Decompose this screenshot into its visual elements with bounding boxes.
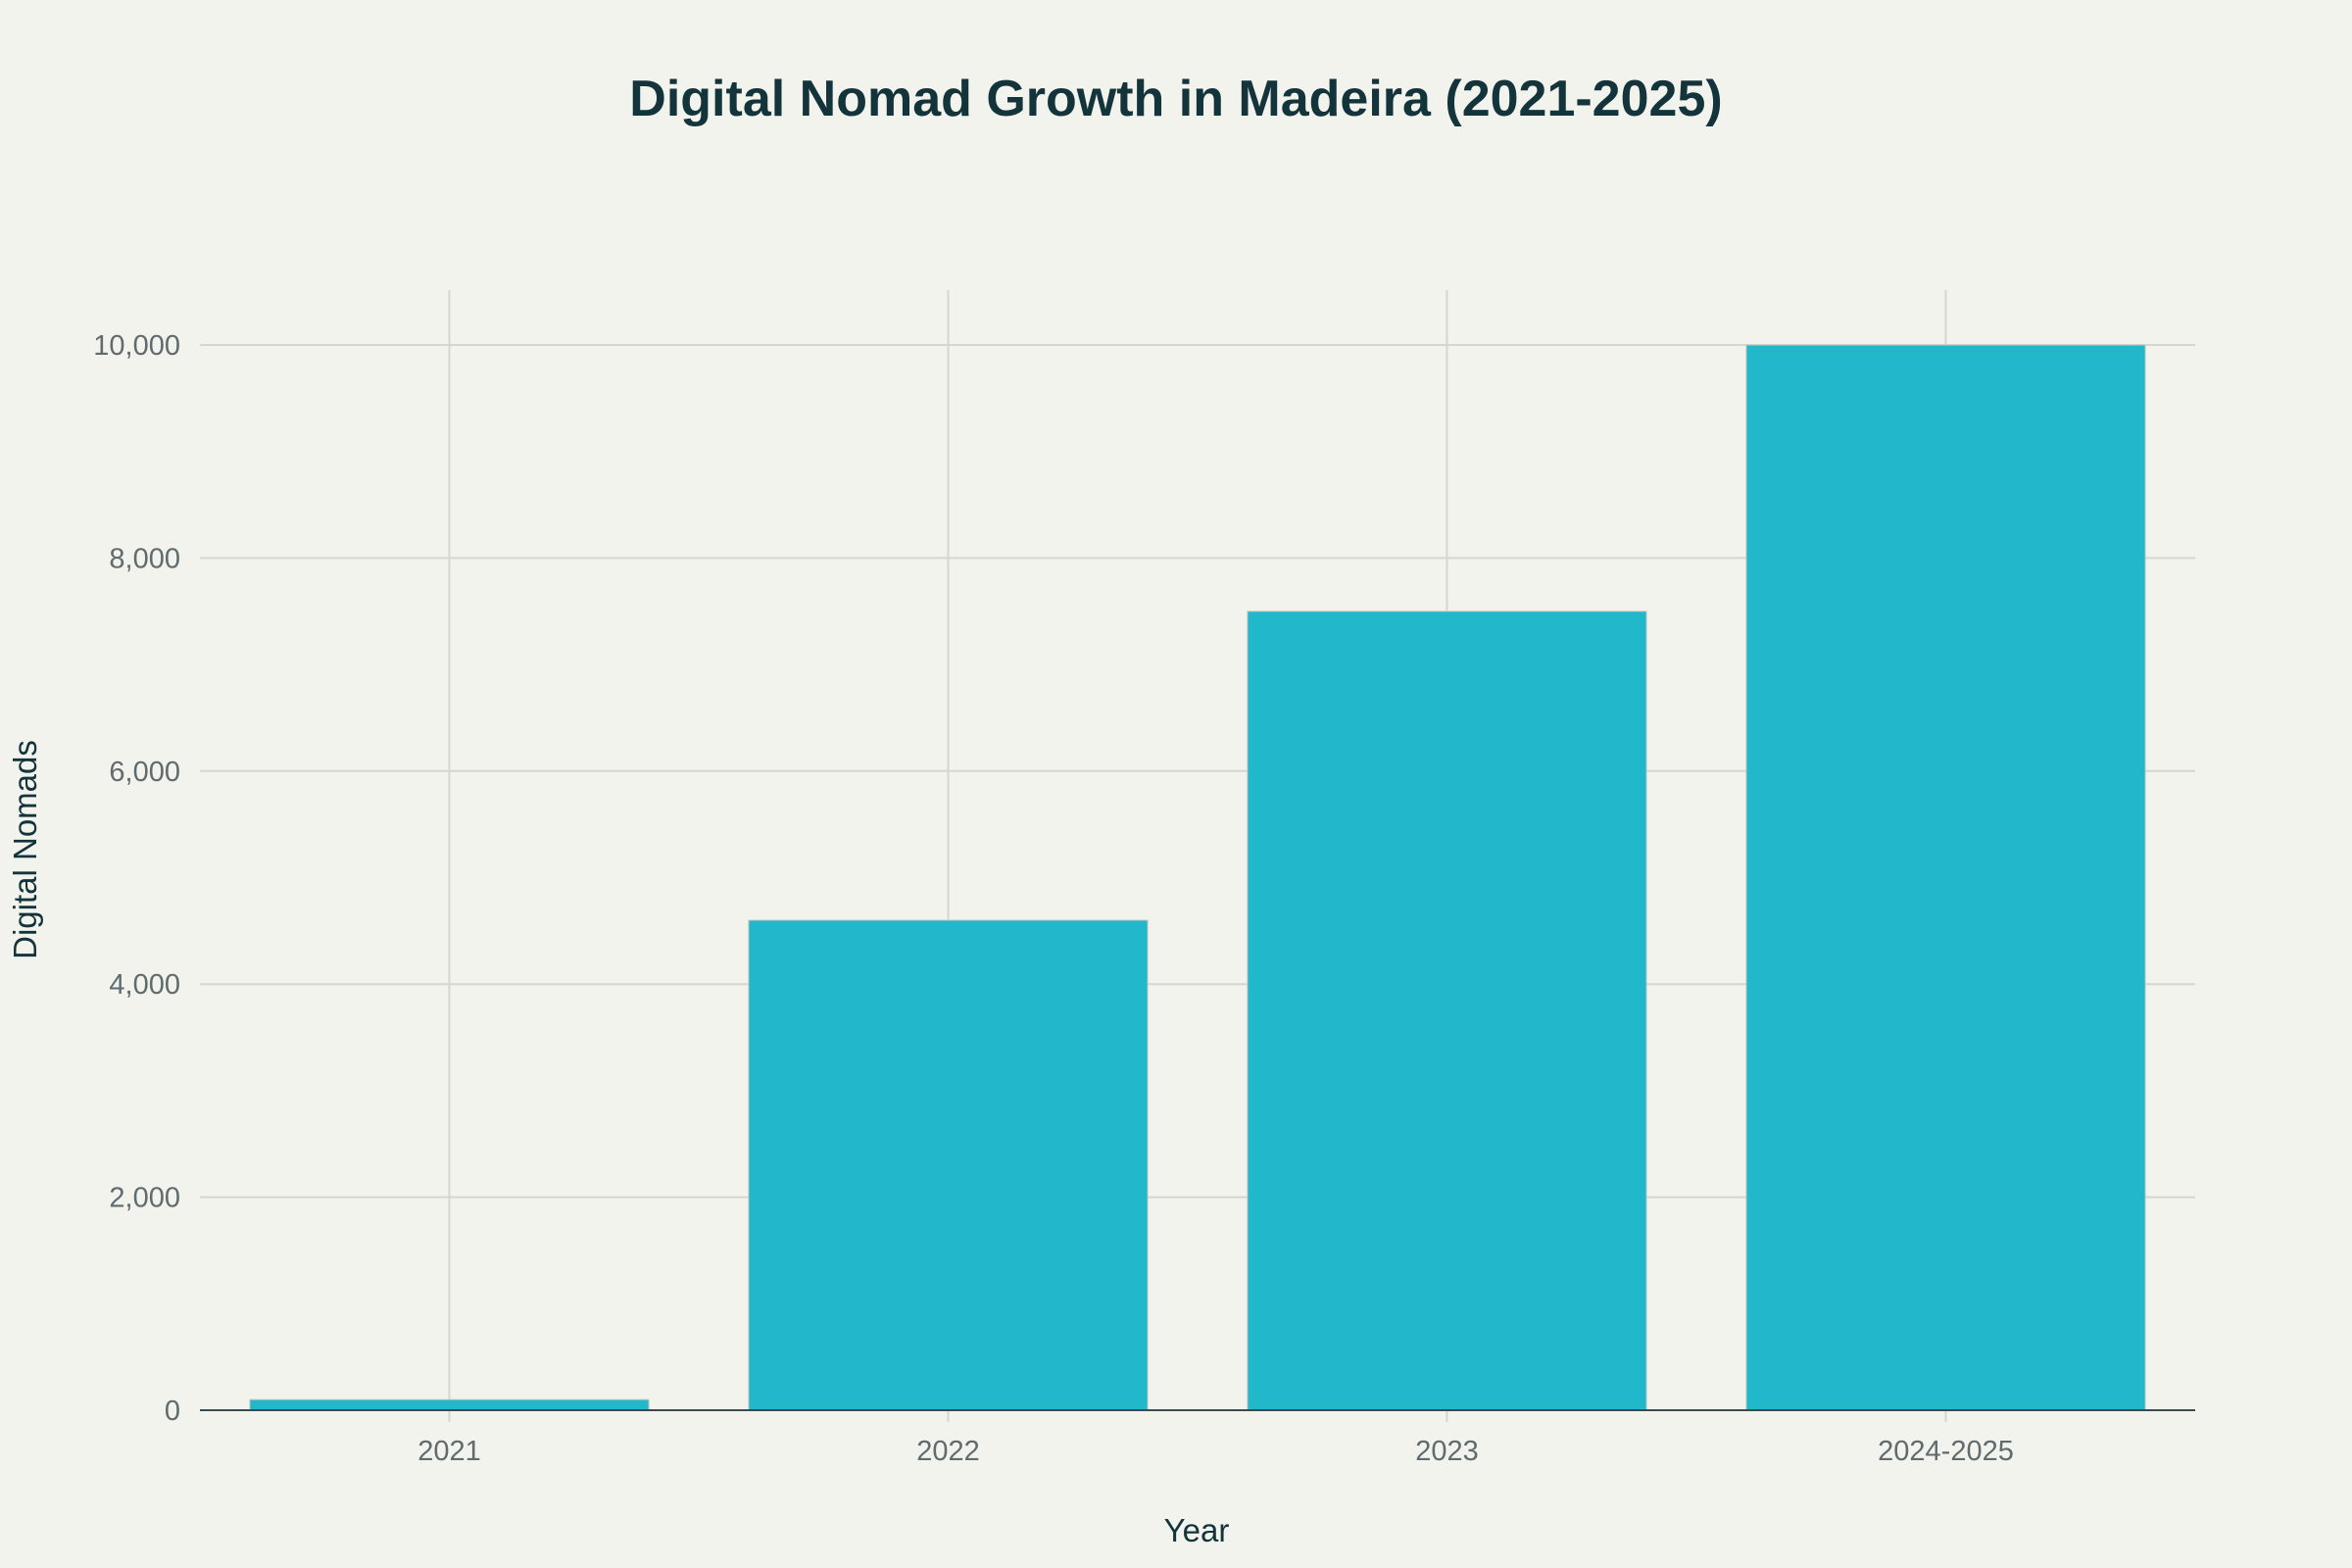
bar-2023: [1247, 611, 1647, 1411]
x-tick-label: 2024-2025: [1878, 1436, 2014, 1467]
x-tick-label: 2022: [916, 1436, 980, 1467]
y-tick-label: 0: [165, 1396, 180, 1427]
y-axis-title: Digital Nomads: [7, 740, 43, 959]
y-tick-label: 10,000: [93, 330, 180, 362]
x-tick-label: 2021: [417, 1436, 481, 1467]
y-tick-label: 6,000: [109, 757, 180, 788]
bar-2022: [748, 919, 1149, 1411]
bar-2024-2025: [1745, 344, 2146, 1411]
y-tick-label: 8,000: [109, 543, 180, 574]
x-axis-title: Year: [1164, 1512, 1230, 1548]
y-tick-label: 2,000: [109, 1183, 180, 1214]
chart-title: Digital Nomad Growth in Madeira (2021-20…: [629, 71, 1722, 127]
x-tick-label: 2023: [1415, 1436, 1479, 1467]
bar-2021: [249, 1398, 650, 1411]
y-tick-label: 4,000: [109, 969, 180, 1001]
